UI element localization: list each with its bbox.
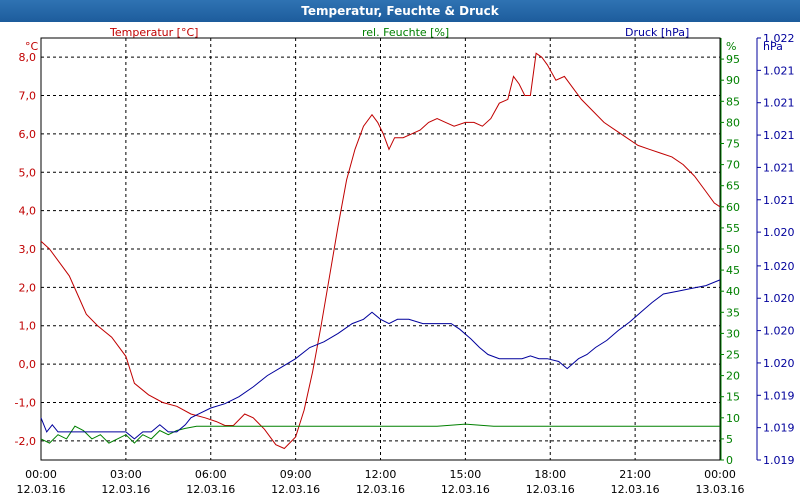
x-tick-time: 00:00 [25, 468, 57, 481]
temp-tick-label: 7,0 [19, 90, 37, 103]
temp-tick-label: 0,0 [19, 358, 37, 371]
temp-tick-label: -1,0 [15, 396, 36, 409]
x-tick-date: 12.03.16 [526, 483, 575, 496]
hum-tick-label: 85 [726, 95, 740, 108]
pressure-line [40, 279, 721, 440]
hum-axis-unit: % [726, 40, 736, 53]
temperature-line [40, 52, 721, 450]
x-tick-date: 13.03.16 [696, 483, 745, 496]
x-tick-date: 12.03.16 [611, 483, 660, 496]
press-tick-label: 1.020 [763, 260, 795, 273]
press-tick-label: 1.020 [763, 357, 795, 370]
temp-tick-label: 4,0 [19, 205, 37, 218]
x-tick-time: 00:00 [704, 468, 736, 481]
temp-axis-unit: °C [25, 40, 39, 53]
legend-hum: rel. Feuchte [%] [362, 26, 449, 39]
press-tick-label: 1.021 [763, 129, 795, 142]
hum-tick-label: 25 [726, 349, 740, 362]
press-tick-label: 1.021 [763, 64, 795, 77]
x-tick-date: 12.03.16 [17, 483, 66, 496]
x-tick-time: 03:00 [110, 468, 142, 481]
temp-tick-label: 3,0 [19, 243, 37, 256]
x-tick-date: 12.03.16 [441, 483, 490, 496]
x-tick-time: 15:00 [450, 468, 482, 481]
legend-temp: Temperatur [°C] [109, 26, 198, 39]
x-tick-date: 12.03.16 [271, 483, 320, 496]
line-chart: °C % hPa Temperatur [°C] rel. Feuchte [%… [15, 26, 795, 496]
window-title: Temperatur, Feuchte & Druck [0, 0, 800, 22]
x-tick-date: 12.03.16 [186, 483, 235, 496]
hum-tick-label: 20 [726, 370, 740, 383]
hum-tick-label: 50 [726, 243, 740, 256]
press-tick-label: 1.020 [763, 226, 795, 239]
temp-tick-label: 5,0 [19, 166, 37, 179]
x-tick-time: 12:00 [365, 468, 397, 481]
grid [40, 37, 721, 461]
hum-tick-label: 5 [726, 433, 733, 446]
x-tick-time: 06:00 [195, 468, 227, 481]
hum-tick-label: 0 [726, 454, 733, 467]
x-tick-time: 18:00 [534, 468, 566, 481]
press-tick-label: 1.019 [763, 389, 795, 402]
press-tick-label: 1.022 [763, 32, 795, 45]
press-tick-label: 1.020 [763, 292, 795, 305]
axes: 00:00 12.03.16 03:00 12.03.16 06:00 12.03.16 0… [15, 32, 795, 496]
x-tick-date: 12.03.16 [101, 483, 150, 496]
press-tick-label: 1.021 [763, 97, 795, 110]
hum-tick-label: 80 [726, 116, 740, 129]
hum-tick-label: 35 [726, 306, 740, 319]
hum-tick-label: 40 [726, 285, 740, 298]
press-tick-label: 1.021 [763, 161, 795, 174]
press-tick-label: 1.020 [763, 325, 795, 338]
x-tick-time: 21:00 [619, 468, 651, 481]
press-tick-label: 1.019 [763, 422, 795, 435]
legend-press: Druck [hPa] [625, 26, 689, 39]
hum-tick-label: 30 [726, 327, 740, 340]
hum-tick-label: 95 [726, 53, 740, 66]
press-tick-label: 1.019 [763, 454, 795, 467]
x-tick-date: 12.03.16 [356, 483, 405, 496]
hum-tick-label: 55 [726, 222, 740, 235]
temp-tick-label: 6,0 [19, 128, 37, 141]
temp-tick-label: -2,0 [15, 435, 36, 448]
hum-tick-label: 75 [726, 138, 740, 151]
temp-tick-label: 8,0 [19, 51, 37, 64]
press-tick-label: 1.021 [763, 194, 795, 207]
temp-tick-label: 1,0 [19, 320, 37, 333]
x-tick-time: 09:00 [280, 468, 312, 481]
chart-frame: °C % hPa Temperatur [°C] rel. Feuchte [%… [0, 22, 800, 500]
hum-tick-label: 70 [726, 159, 740, 172]
press-axis-unit: hPa [763, 40, 783, 53]
hum-tick-label: 45 [726, 264, 740, 277]
hum-tick-label: 65 [726, 180, 740, 193]
hum-tick-label: 10 [726, 412, 740, 425]
series-lines [40, 52, 721, 450]
hum-tick-label: 90 [726, 74, 740, 87]
hum-tick-label: 15 [726, 391, 740, 404]
temp-tick-label: 2,0 [19, 281, 37, 294]
humidity-line [40, 423, 720, 444]
hum-tick-label: 60 [726, 201, 740, 214]
